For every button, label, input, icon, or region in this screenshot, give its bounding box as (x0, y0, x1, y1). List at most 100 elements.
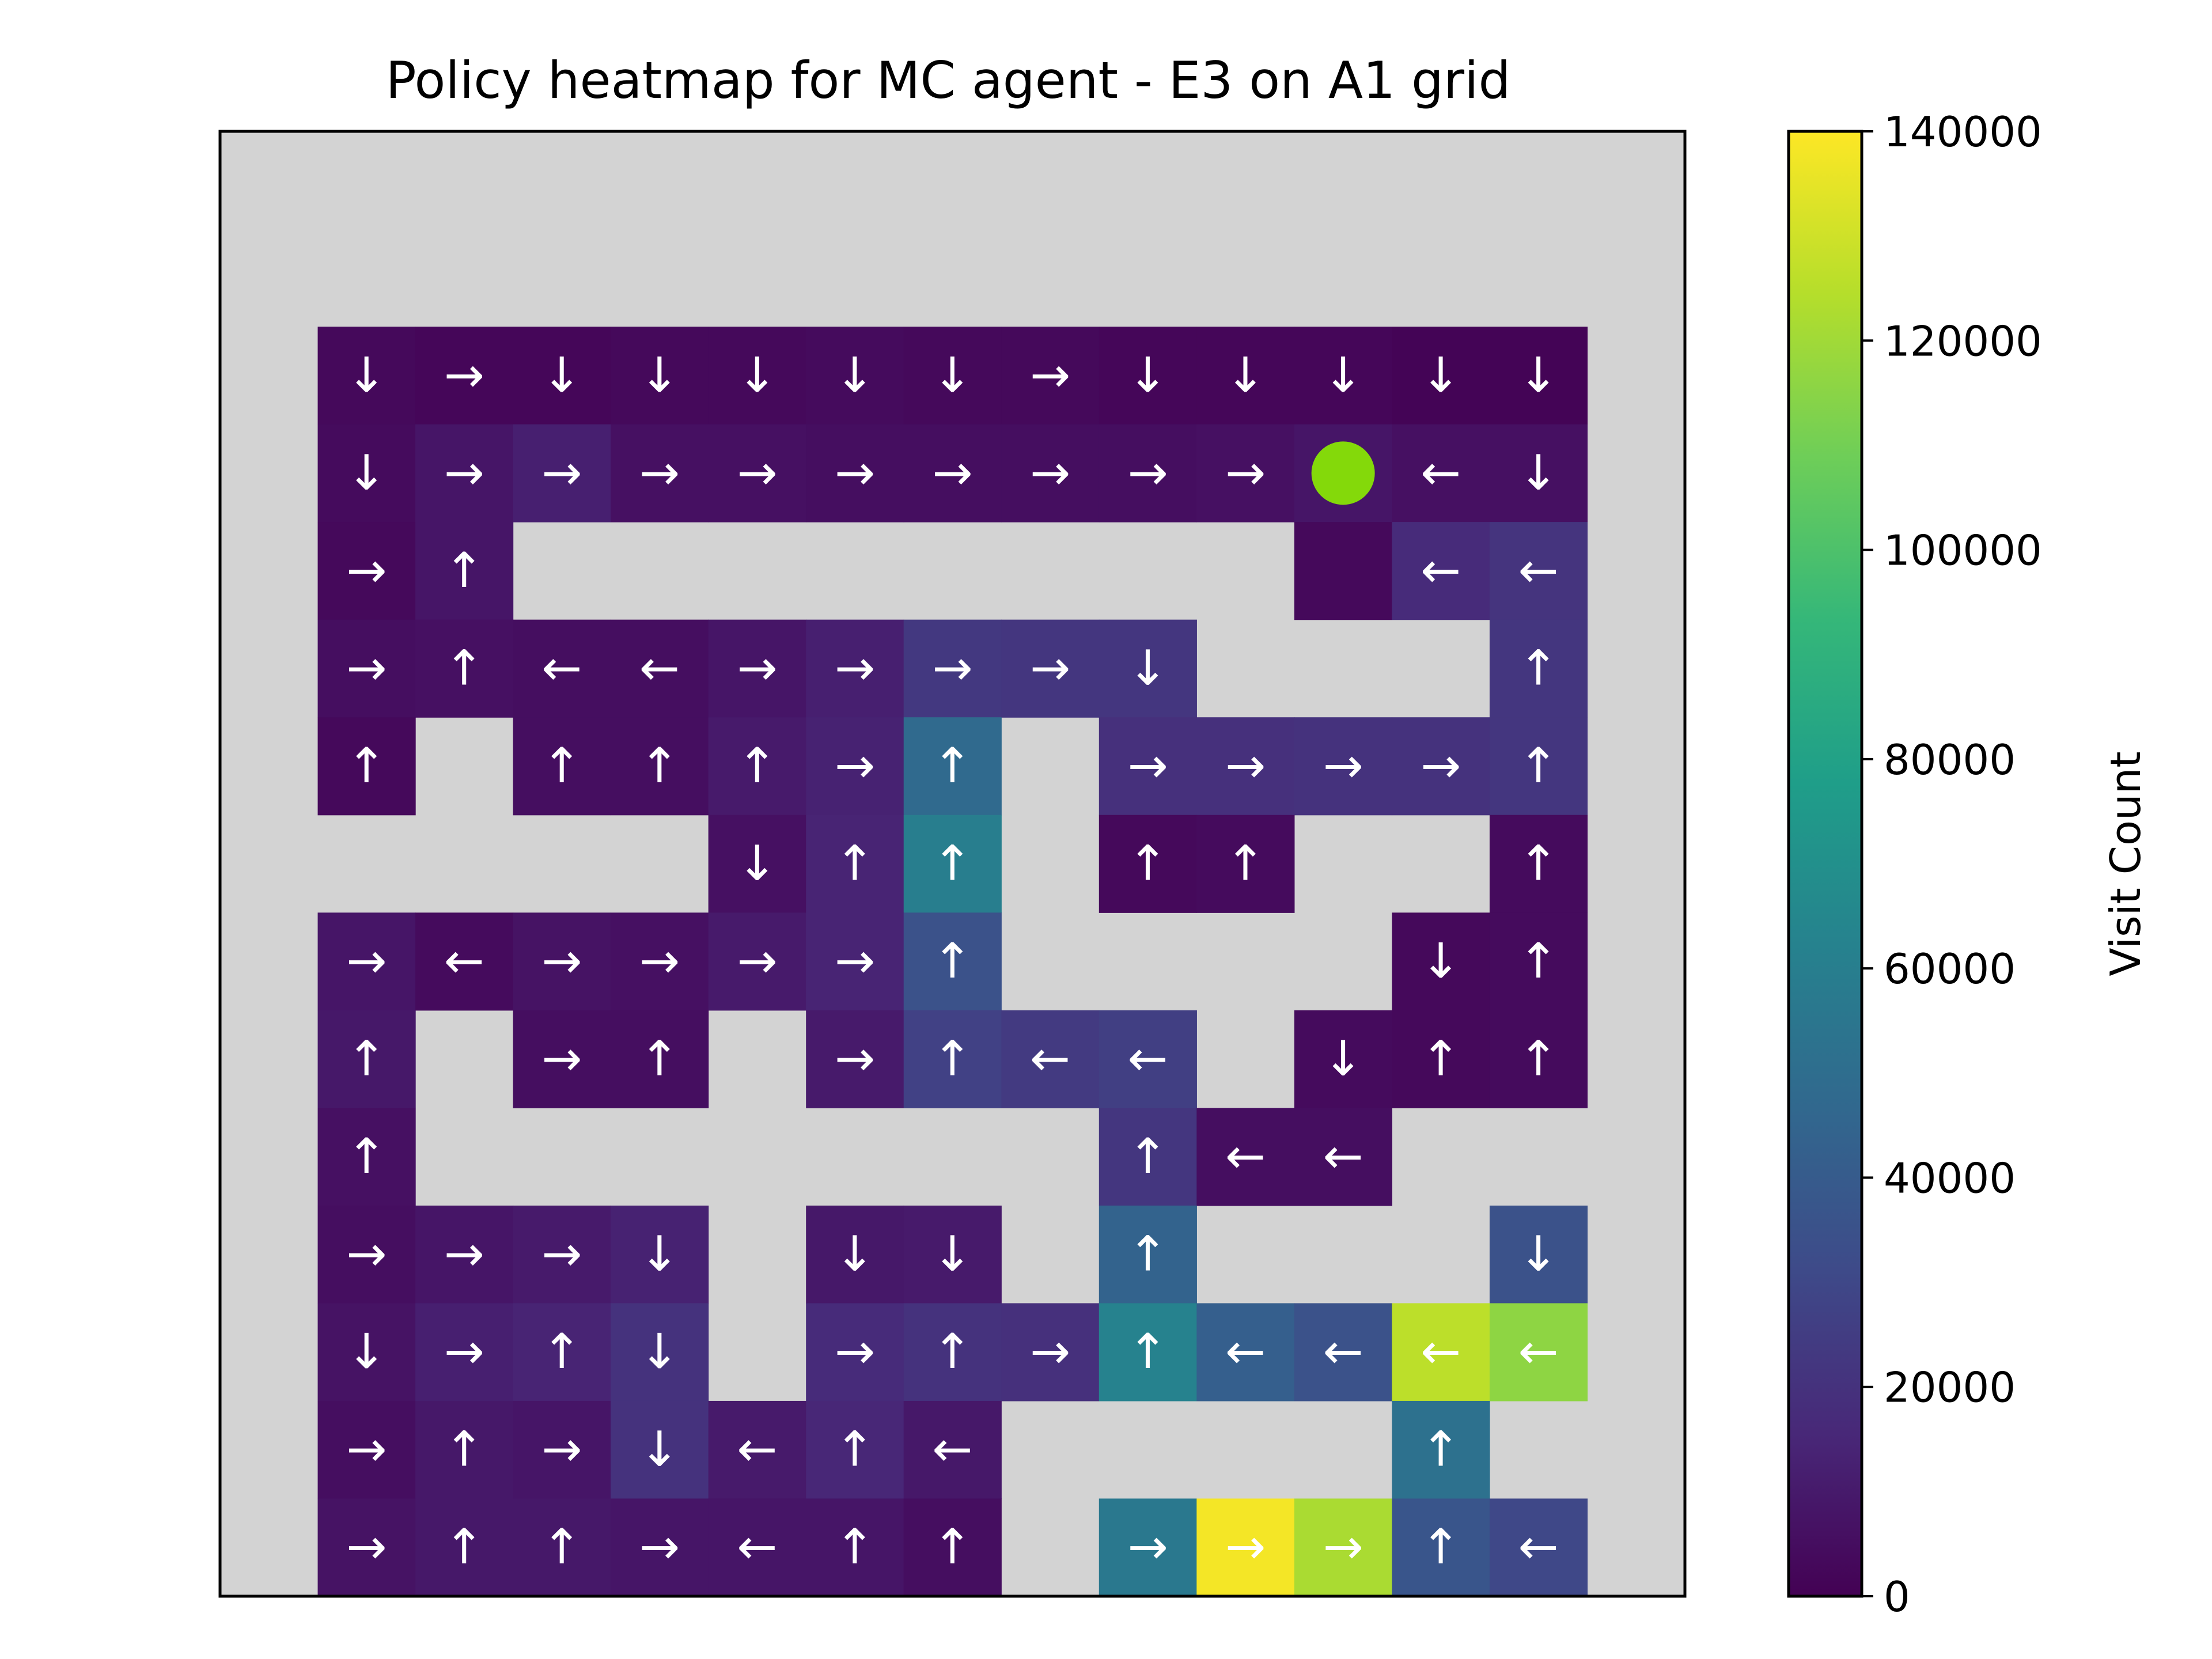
policy-arrow: ↓ (932, 347, 972, 403)
heatmap-cell (1489, 1205, 1588, 1304)
policy-arrow: → (1421, 737, 1461, 794)
policy-arrow: ↓ (346, 1323, 387, 1380)
policy-arrow: → (1030, 444, 1070, 501)
policy-arrow: ← (1518, 1323, 1559, 1380)
policy-arrow: → (835, 737, 875, 794)
policy-arrow: ↑ (444, 542, 484, 599)
heatmap-cell (317, 327, 416, 425)
policy-arrow: ↓ (541, 347, 582, 403)
policy-arrow: ↓ (1323, 1031, 1363, 1087)
policy-arrow: ↑ (541, 737, 582, 794)
policy-arrow: ↓ (1323, 347, 1363, 403)
heatmap-cell (317, 1108, 416, 1206)
heatmap-cell (1489, 619, 1588, 718)
policy-arrow: → (346, 639, 387, 696)
policy-arrow: ← (1518, 1518, 1559, 1575)
heatmap-cell (513, 327, 611, 425)
policy-arrow: ← (1323, 1323, 1363, 1380)
policy-arrow: ↑ (1421, 1518, 1461, 1575)
policy-arrow: ↑ (1518, 737, 1559, 794)
heatmap-cell (1489, 1303, 1588, 1402)
heatmap-cell (903, 424, 1002, 522)
heatmap-cell (1196, 717, 1295, 816)
heatmap-cell (708, 912, 806, 1011)
heatmap-cell (1099, 1303, 1197, 1402)
policy-arrow: ← (1421, 542, 1461, 599)
heatmap-cell (1196, 424, 1295, 522)
policy-arrow: ↓ (639, 347, 680, 403)
heatmap-cell (513, 1303, 611, 1402)
heatmap-cell (1392, 522, 1490, 620)
policy-arrow: ↓ (1421, 933, 1461, 989)
heatmap-cell (903, 327, 1002, 425)
policy-arrow: ↑ (1518, 933, 1559, 989)
policy-arrow: ↓ (639, 1421, 680, 1478)
heatmap-cell (1099, 815, 1197, 913)
heatmap-cell (1392, 424, 1490, 522)
heatmap-cell (1489, 717, 1588, 816)
policy-arrow: ← (541, 639, 582, 696)
policy-arrow: → (835, 1031, 875, 1087)
heatmap-cell (317, 1400, 416, 1499)
policy-arrow: ↓ (1518, 347, 1559, 403)
heatmap-cell (903, 815, 1002, 913)
policy-arrow: ↑ (1127, 835, 1168, 892)
heatmap-cell (1392, 1303, 1490, 1402)
heatmap-cell (317, 1205, 416, 1304)
heatmap-cell (1294, 1010, 1392, 1108)
policy-arrow: → (639, 444, 680, 501)
policy-arrow: ↑ (639, 1031, 680, 1087)
heatmap-cell (903, 912, 1002, 1011)
policy-arrow: ↓ (835, 1226, 875, 1282)
policy-arrow: → (346, 933, 387, 989)
heatmap-cell (1099, 1205, 1197, 1304)
heatmap-cell (1392, 1498, 1490, 1597)
heatmap-cell (1196, 1303, 1295, 1402)
policy-arrow: ← (1518, 542, 1559, 599)
heatmap-cell (708, 619, 806, 718)
policy-arrow: ← (639, 639, 680, 696)
colorbar-label: Visit Count (2101, 751, 2150, 976)
policy-arrow: → (346, 542, 387, 599)
heatmap-cell (513, 1400, 611, 1499)
policy-arrow: ↑ (1518, 835, 1559, 892)
policy-arrow: → (541, 933, 582, 989)
policy-arrow: → (444, 1226, 484, 1282)
policy-arrow: → (639, 1518, 680, 1575)
policy-arrow: ← (444, 933, 484, 989)
heatmap-cell (1196, 327, 1295, 425)
heatmap-cell (1392, 1400, 1490, 1499)
policy-arrow: ↓ (639, 1226, 680, 1282)
heatmap-cell (1294, 1498, 1392, 1597)
heatmap-cell (1001, 327, 1100, 425)
policy-arrow: ↑ (932, 737, 972, 794)
heatmap-cell (806, 912, 904, 1011)
heatmap-cell (611, 1205, 709, 1304)
policy-arrow: → (1030, 639, 1070, 696)
heatmap-cell (1099, 424, 1197, 522)
heatmap-cell (611, 1498, 709, 1597)
policy-arrow: ↓ (835, 347, 875, 403)
policy-arrow: ↓ (1225, 347, 1266, 403)
colorbar-tick-label: 100000 (1884, 527, 2042, 575)
policy-arrow: ← (1127, 1031, 1168, 1087)
heatmap-cell (806, 327, 904, 425)
heatmap-cell (903, 1205, 1002, 1304)
policy-arrow: → (737, 933, 777, 989)
policy-arrow: ↑ (346, 737, 387, 794)
heatmap-cell (1001, 424, 1100, 522)
policy-arrow: ↑ (1421, 1031, 1461, 1087)
policy-arrow: ↑ (932, 933, 972, 989)
policy-arrow: ↑ (444, 1518, 484, 1575)
policy-arrow: → (835, 1323, 875, 1380)
policy-arrow: ← (737, 1421, 777, 1478)
policy-arrow: ↓ (1518, 1226, 1559, 1282)
heatmap-cell (1294, 1303, 1392, 1402)
heatmap-cell (708, 424, 806, 522)
heatmap-cell (415, 1205, 514, 1304)
heatmap-cell (513, 1498, 611, 1597)
heatmap: ↓ → ↓ ↓ ↓ ↓ ↓ → ↓ ↓ ↓ ↓ ↓ ↓ → → → → → → → → → ↓ ← ↓ → ↑ ← ← → ↑ ← ← → → → → ↓ ↑… (220, 131, 1685, 1597)
policy-arrow: → (1127, 737, 1168, 794)
colorbar-tick-label: 0 (1884, 1573, 1910, 1621)
heatmap-cell (317, 912, 416, 1011)
